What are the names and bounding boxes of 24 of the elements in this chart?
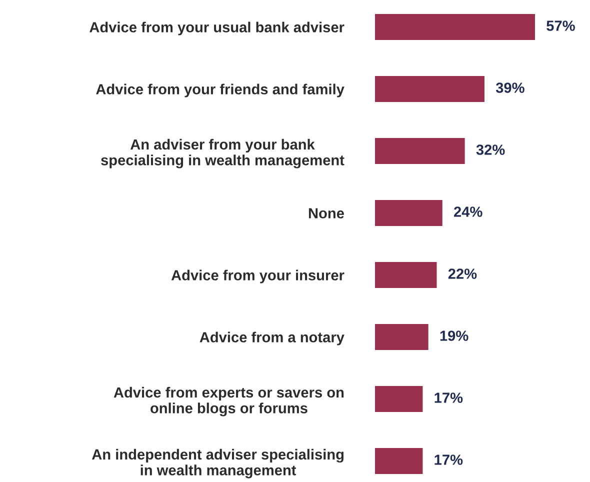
data-label: 39% — [496, 82, 524, 93]
y-tick-label: Advice from a notary — [200, 332, 344, 346]
data-label: 22% — [448, 268, 477, 279]
bar — [375, 14, 535, 40]
bar — [375, 200, 442, 226]
data-label: 19% — [440, 330, 468, 341]
bar — [375, 138, 465, 164]
data-label: 17% — [434, 454, 463, 465]
y-tick-label: An adviser from your bank specialising in wealth management — [101, 138, 344, 168]
y-tick-label: Advice from your friends and family — [96, 84, 344, 98]
y-tick-label: None — [308, 208, 344, 218]
bar — [375, 324, 428, 350]
data-label: 24% — [454, 206, 482, 217]
y-tick-label: Advice from experts or savers on online blogs or forums — [114, 386, 344, 416]
bar — [375, 448, 423, 474]
bar — [375, 262, 437, 288]
data-label: 32% — [476, 144, 505, 155]
y-tick-label: An independent adviser specialising in wealth management — [92, 448, 344, 478]
y-tick-label: Advice from your insurer — [171, 270, 344, 284]
data-label: 17% — [434, 392, 463, 403]
bar — [375, 386, 423, 412]
data-label: 57% — [546, 20, 575, 31]
y-tick-label: Advice from your usual bank adviser — [90, 22, 344, 36]
bar — [375, 76, 484, 102]
